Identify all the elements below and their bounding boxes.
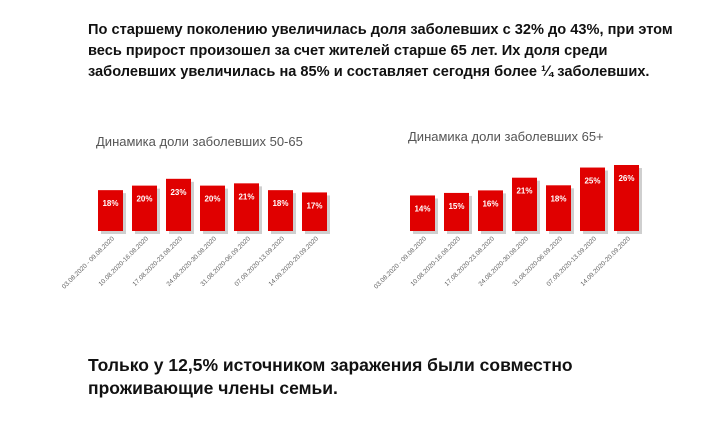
chart-50-65-data-label: 23% — [170, 188, 186, 197]
chart-50-65-data-label: 18% — [272, 199, 288, 208]
chart-50-65-data-label: 20% — [136, 195, 152, 204]
chart-65-plus-data-label: 26% — [618, 174, 634, 183]
chart-title-50-65: Динамика доли заболевших 50-65 — [96, 134, 303, 149]
intro-paragraph: По старшему поколению увеличилась доля з… — [88, 22, 673, 80]
chart-50-65-bar — [268, 190, 293, 231]
chart-50-65-bar — [98, 190, 123, 231]
chart-50-65-bar — [132, 185, 157, 231]
chart-65-plus-data-label: 25% — [584, 177, 600, 186]
chart-65-plus-data-label: 18% — [550, 194, 566, 203]
chart-65-plus-bar — [444, 192, 469, 231]
chart-65-plus-data-label: 15% — [448, 202, 464, 211]
chart-50-65-data-label: 21% — [238, 192, 254, 201]
chart-65-plus-bar — [478, 190, 503, 231]
chart-65-plus: 14%03.08.2020 - 09.08.202015%10.08.2020-… — [373, 165, 642, 291]
chart-50-65-data-label: 20% — [204, 195, 220, 204]
chart-65-plus-bar — [580, 167, 605, 231]
chart-50-65-bar — [166, 178, 191, 231]
outro-paragraph: Только у 12,5% источником заражения были… — [88, 355, 573, 398]
chart-50-65: 18%03.08.2020 - 09.08.202020%10.08.2020-… — [61, 178, 330, 291]
chart-50-65-data-label: 17% — [306, 201, 322, 210]
chart-50-65-data-label: 18% — [102, 199, 118, 208]
chart-50-65-bar — [234, 183, 259, 231]
chart-50-65-bar — [302, 192, 327, 231]
chart-65-plus-bar — [614, 165, 639, 231]
chart-65-plus-data-label: 21% — [516, 187, 532, 196]
chart-65-plus-bar — [512, 177, 537, 231]
chart-65-plus-bar — [546, 185, 571, 231]
chart-65-plus-data-label: 14% — [414, 204, 430, 213]
chart-65-plus-bar — [410, 195, 435, 231]
chart-50-65-bar — [200, 185, 225, 231]
chart-title-65-plus: Динамика доли заболевших 65+ — [408, 129, 604, 144]
chart-65-plus-data-label: 16% — [482, 199, 498, 208]
